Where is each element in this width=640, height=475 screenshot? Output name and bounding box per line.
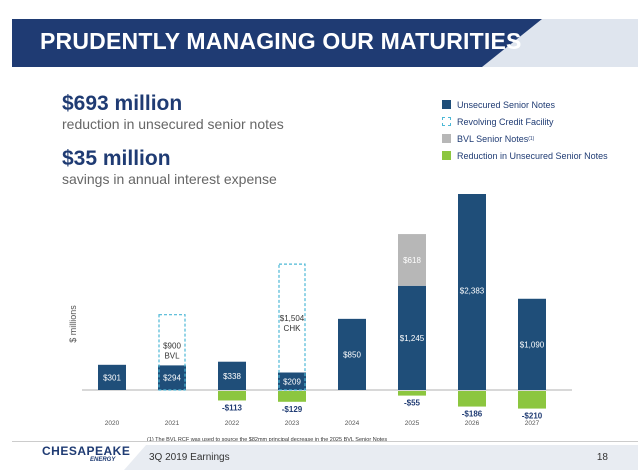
x-tick-2021: 2021 (165, 420, 180, 427)
stat-reduction: $693 million reduction in unsecured seni… (62, 92, 284, 132)
bar-label-unsecured-2025: $1,245 (400, 334, 425, 343)
legend-label: Unsecured Senior Notes (457, 99, 556, 110)
bar-unsecured-2026 (458, 194, 486, 390)
bar-label-revolver-2021: $900 (163, 342, 181, 351)
footer-rule (12, 441, 638, 442)
x-tick-2024: 2024 (345, 420, 360, 427)
stat-savings: $35 million savings in annual interest e… (62, 147, 277, 187)
stat-savings-label: savings in annual interest expense (62, 171, 277, 187)
bar-label-unsecured-2020: $301 (103, 373, 121, 382)
bar-unsecured-2023 (278, 372, 306, 390)
bar-label-revolver-sub-2023: CHK (284, 324, 302, 333)
bar-label-unsecured-2027: $1,090 (520, 340, 545, 349)
title-bar: PRUDENTLY MANAGING OUR MATURITIES (12, 19, 521, 67)
x-tick-2023: 2023 (285, 420, 300, 427)
bar-label-unsecured-2023: $209 (283, 377, 301, 386)
bar-label-unsecured-2024: $850 (343, 350, 361, 359)
bar-unsecured-2021 (158, 365, 186, 390)
legend-item-bvl: BVL Senior Notes (1) (442, 130, 608, 147)
company-logo-sub: ENERGY (90, 457, 116, 463)
bar-label-revolver-sub-2021: BVL (164, 352, 180, 361)
bar-unsecured-2020 (98, 364, 126, 390)
bar-label-unsecured-2021: $294 (163, 374, 181, 383)
legend-swatch-green (442, 151, 451, 160)
bar-label-unsecured-2026: $2,383 (460, 286, 485, 295)
bar-reduction-2025 (398, 391, 426, 396)
bar-revolver-2021 (158, 314, 186, 391)
y-axis-label: $ millions (68, 305, 78, 343)
legend-label: Revolving Credit Facility (457, 116, 554, 127)
bar-unsecured-2022 (218, 361, 246, 390)
stat-reduction-label: reduction in unsecured senior notes (62, 116, 284, 132)
footnote: (1) The BVL RCF was used to source the $… (147, 437, 388, 443)
bar-bvl-2025 (398, 234, 426, 286)
bar-reduction-2026 (458, 391, 486, 407)
company-logo: CHESAPEAKE (42, 444, 131, 458)
page-number: 18 (596, 452, 608, 463)
footer-band (146, 445, 638, 470)
slide: PRUDENTLY MANAGING OUR MATURITIES $693 m… (12, 4, 638, 470)
x-tick-2027: 2027 (525, 420, 540, 427)
x-tick-2022: 2022 (225, 420, 240, 427)
bar-reduction-2023 (278, 391, 306, 402)
bar-reduction-2027 (518, 391, 546, 409)
legend-item-unsecured: Unsecured Senior Notes (442, 96, 608, 113)
bar-unsecured-2024 (338, 318, 366, 390)
legend-item-reduction: Reduction in Unsecured Senior Notes (442, 147, 608, 164)
bar-label-revolver-2023: $1,504 (280, 314, 305, 323)
title-band-slant (482, 19, 542, 67)
bar-label-reduction-2027: -$210 (522, 412, 543, 421)
x-tick-2020: 2020 (105, 420, 120, 427)
legend-swatch-solid (442, 100, 451, 109)
bar-revolver-2023 (278, 263, 306, 391)
bar-unsecured-2025 (398, 285, 426, 390)
page-title: PRUDENTLY MANAGING OUR MATURITIES (40, 28, 522, 54)
bar-label-reduction-2025: -$55 (404, 399, 421, 408)
stat-reduction-value: $693 million (62, 92, 183, 115)
bar-label-reduction-2022: -$113 (222, 403, 243, 412)
chart-legend: Unsecured Senior Notes Revolving Credit … (442, 96, 608, 164)
x-tick-2026: 2026 (465, 420, 480, 427)
legend-swatch-dashed (442, 117, 451, 126)
x-tick-2025: 2025 (405, 420, 420, 427)
legend-label: BVL Senior Notes (457, 133, 529, 144)
bar-reduction-2022 (218, 391, 246, 401)
footer-shape (124, 445, 146, 470)
bar-label-reduction-2026: -$186 (462, 410, 483, 419)
bar-label-reduction-2023: -$129 (282, 405, 303, 414)
legend-item-revolver: Revolving Credit Facility (442, 113, 608, 130)
bar-unsecured-2027 (518, 298, 546, 390)
bar-label-unsecured-2022: $338 (223, 372, 241, 381)
footer-title: 3Q 2019 Earnings (149, 452, 230, 463)
legend-footnote-marker: (1) (528, 135, 535, 142)
stat-savings-value: $35 million (62, 147, 171, 170)
legend-swatch-gray (442, 134, 451, 143)
legend-label: Reduction in Unsecured Senior Notes (457, 150, 608, 161)
bar-label-bvl-2025: $618 (403, 256, 421, 265)
